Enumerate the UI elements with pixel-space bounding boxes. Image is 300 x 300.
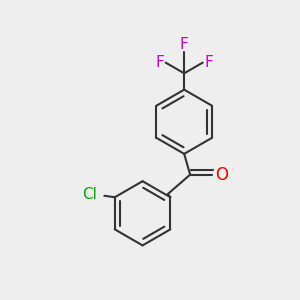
Text: F: F <box>155 55 164 70</box>
Text: F: F <box>180 37 189 52</box>
Text: O: O <box>215 166 228 184</box>
Text: Cl: Cl <box>82 187 97 202</box>
Text: F: F <box>204 55 213 70</box>
